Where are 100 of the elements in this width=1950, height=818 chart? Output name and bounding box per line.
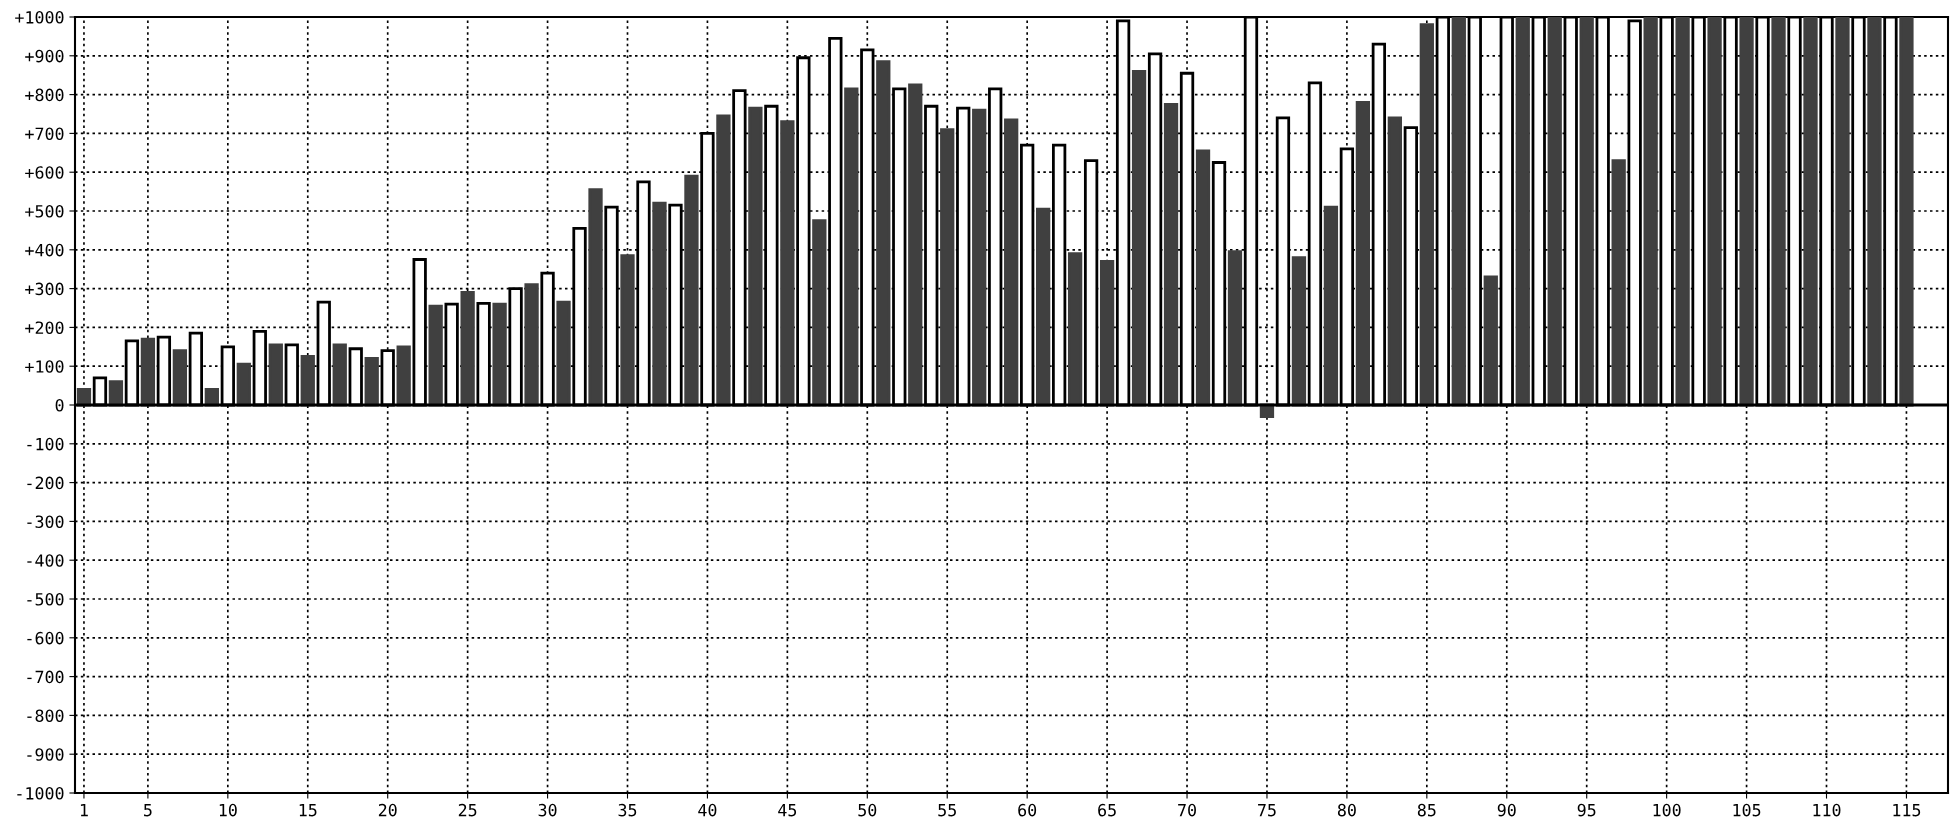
bar — [492, 302, 507, 407]
bar — [1131, 69, 1147, 407]
y-tick-label: -700 — [27, 670, 64, 684]
x-tick-label: 95 — [1577, 803, 1596, 817]
bar — [268, 343, 283, 407]
x-tick-label: 5 — [144, 804, 152, 817]
x-tick-label: 30 — [538, 803, 557, 817]
y-tick-label: -100 — [27, 437, 64, 451]
y-tick-label: 0 — [55, 399, 64, 412]
y-tick-label: -1000 — [17, 787, 64, 800]
bar — [1291, 256, 1307, 407]
x-tick-label: 115 — [1893, 804, 1921, 817]
x-tick-label: 110 — [1813, 803, 1841, 817]
bar — [1899, 17, 1914, 407]
y-tick-label: +200 — [25, 321, 64, 335]
bar — [844, 87, 859, 407]
y-tick-label: +100 — [25, 360, 64, 373]
bar — [1867, 17, 1882, 407]
bar — [1643, 17, 1658, 407]
bar — [300, 355, 315, 407]
y-tick-label: -900 — [27, 748, 64, 761]
x-tick-label: 40 — [698, 803, 717, 817]
x-tick-label: 15 — [299, 804, 317, 817]
bar — [684, 174, 699, 407]
bar — [652, 201, 667, 407]
bar — [1419, 23, 1434, 407]
x-tick-label: 60 — [1018, 803, 1037, 817]
bar — [1323, 205, 1339, 407]
bar — [1195, 149, 1211, 407]
bar — [1771, 17, 1786, 407]
x-tick-label: 75 — [1258, 804, 1276, 817]
x-tick-label: 65 — [1098, 803, 1116, 817]
bar — [396, 345, 411, 407]
x-tick-label: 85 — [1417, 803, 1436, 817]
bar — [1483, 275, 1498, 407]
bar — [428, 304, 443, 407]
bar — [972, 108, 987, 407]
bar — [1803, 17, 1818, 407]
x-tick-label: 90 — [1497, 803, 1516, 817]
bar — [1227, 250, 1243, 407]
y-tick-label: +600 — [25, 166, 64, 179]
bar — [140, 337, 156, 407]
bar — [1547, 17, 1562, 407]
bar — [1099, 260, 1115, 407]
x-tick-label: 70 — [1178, 803, 1196, 817]
x-tick-label: 50 — [858, 803, 877, 817]
y-tick-label: -300 — [27, 515, 64, 529]
y-tick-label: +300 — [25, 282, 64, 296]
y-tick-label: +500 — [25, 205, 64, 218]
x-tick-label: 45 — [778, 804, 797, 817]
x-tick-label: 25 — [458, 803, 477, 817]
x-tick-label: 10 — [219, 803, 237, 817]
bar — [1036, 207, 1051, 407]
x-tick-label: 80 — [1337, 803, 1356, 817]
bar — [780, 120, 795, 407]
bar — [1387, 116, 1403, 407]
bar — [1355, 100, 1371, 407]
bar — [716, 114, 731, 407]
y-tick-label: -500 — [27, 593, 64, 606]
y-tick-label: -600 — [27, 631, 64, 645]
bar — [1515, 17, 1530, 407]
bar — [620, 254, 635, 407]
y-tick-label: +900 — [25, 49, 64, 63]
bar — [1835, 17, 1850, 407]
bar — [1004, 118, 1019, 407]
y-tick-label: +400 — [25, 243, 64, 257]
y-tick-label: -400 — [27, 554, 64, 567]
bar — [1675, 17, 1690, 407]
y-tick-label: +800 — [25, 88, 64, 102]
bar — [748, 106, 763, 407]
bar — [812, 219, 827, 407]
x-tick-label: 100 — [1653, 803, 1681, 817]
bar — [1707, 17, 1722, 407]
bar — [1163, 102, 1179, 407]
x-tick-label: 1 — [80, 804, 88, 817]
bar — [524, 283, 539, 407]
bar — [908, 83, 923, 407]
y-tick-label: +700 — [25, 127, 64, 141]
x-tick-label: 35 — [618, 803, 637, 817]
bar — [364, 357, 379, 407]
bar — [1067, 252, 1083, 407]
y-tick-label: -800 — [27, 709, 64, 723]
bar — [1739, 17, 1754, 407]
bar — [460, 291, 475, 407]
x-tick-label: 55 — [938, 804, 956, 817]
bar — [332, 343, 347, 407]
bar — [172, 349, 188, 407]
x-tick-label: 105 — [1733, 803, 1761, 817]
bar — [588, 188, 603, 407]
bar — [876, 60, 891, 407]
bar — [940, 128, 955, 407]
y-tick-label: +1000 — [15, 11, 64, 24]
y-tick-label: -200 — [27, 476, 64, 490]
x-tick-label: 20 — [378, 803, 397, 817]
bar — [1611, 159, 1626, 407]
bar — [236, 362, 251, 407]
bar — [1579, 17, 1594, 407]
bar — [556, 300, 571, 407]
bar — [1451, 17, 1466, 407]
bar — [108, 380, 124, 407]
